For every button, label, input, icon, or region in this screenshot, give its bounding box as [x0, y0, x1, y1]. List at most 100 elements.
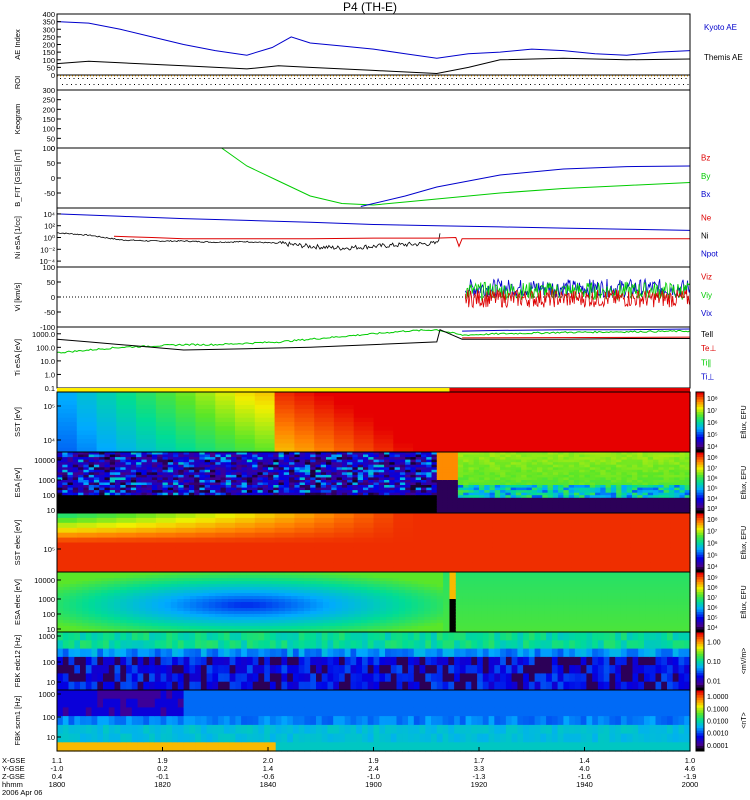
- roi-dot: [345, 84, 347, 85]
- colorbar-label: <nT>: [741, 712, 748, 728]
- colorbar-cell: [696, 675, 704, 679]
- roi-dot: [492, 78, 493, 79]
- colorbar-cell: [696, 449, 704, 453]
- footer-value: 1.7: [474, 756, 484, 765]
- y-tick-label: 50: [47, 134, 55, 143]
- footer-value: -0.6: [262, 772, 275, 781]
- roi-dot: [532, 78, 534, 79]
- roi-dot: [78, 78, 79, 79]
- roi-dot: [231, 78, 232, 79]
- y-tick-label: 100: [42, 125, 55, 134]
- roi-dot: [429, 78, 430, 79]
- roi-dot: [107, 84, 108, 85]
- roi-dot: [541, 78, 543, 79]
- colorbar-cell: [696, 437, 704, 440]
- roi-dot: [204, 78, 205, 79]
- colorbar-label: Eflux, EFU: [741, 585, 748, 618]
- colorbar-cell: [696, 485, 704, 489]
- y-axis-label: Vi [km/s]: [13, 283, 22, 312]
- colorbar-cell: [696, 725, 704, 729]
- roi-dot: [606, 84, 608, 85]
- roi-dot: [546, 78, 547, 79]
- roi-dot: [629, 84, 630, 85]
- legend-kyoto-ae: Kyoto AE: [704, 23, 737, 32]
- colorbar-label: Eflux, EFU: [741, 526, 748, 559]
- roi-dot: [440, 84, 441, 85]
- roi-dot: [638, 84, 639, 85]
- roi-dot: [118, 78, 120, 79]
- roi-dot: [519, 78, 520, 79]
- roi-dot: [381, 84, 383, 85]
- footer-value: -1.9: [684, 772, 697, 781]
- roi-dot: [503, 84, 504, 85]
- roi-dot: [87, 78, 88, 79]
- roi-dot: [548, 84, 549, 85]
- colorbar-cell: [696, 467, 704, 471]
- roi-dot: [433, 78, 435, 79]
- y-axis-label: Ni eSA [1/cc]: [13, 216, 22, 259]
- colorbar-cell: [696, 547, 704, 551]
- roi-dot: [111, 84, 113, 85]
- roi-dot: [647, 84, 648, 85]
- roi-dot: [604, 78, 606, 79]
- roi-dot: [467, 84, 468, 85]
- spectrogram-sst_ion: [57, 392, 691, 453]
- y-tick-label: 150: [42, 115, 55, 124]
- roi-dot: [330, 78, 331, 79]
- roi-dot: [674, 84, 675, 85]
- legend-item: Npot: [701, 249, 719, 258]
- y-tick-label: 50: [47, 63, 55, 72]
- colorbar-cell: [696, 559, 704, 563]
- roi-dot: [366, 78, 367, 79]
- roi-dot: [363, 84, 365, 85]
- roi-dot: [570, 84, 572, 85]
- roi-dot: [683, 84, 684, 85]
- roi-dot: [658, 78, 660, 79]
- colorbar-cell: [696, 624, 704, 628]
- colorbar-cell: [696, 743, 704, 747]
- colorbar-cell: [696, 542, 704, 546]
- colorbar-cell: [696, 490, 704, 494]
- roi-dot: [181, 78, 183, 79]
- roi-dot: [582, 78, 583, 79]
- roi-dot: [687, 84, 689, 85]
- footer-value: -0.1: [156, 772, 169, 781]
- colorbar-cell: [696, 407, 704, 410]
- roi-dot: [334, 78, 336, 79]
- series-line-ThemisAE: [56, 57, 691, 75]
- roi-dot: [557, 84, 558, 85]
- colorbar-cell: [696, 710, 704, 714]
- roi-dot: [64, 78, 66, 79]
- series-line-Ni: [56, 213, 691, 231]
- footer-row-label: 2006 Apr 06: [2, 788, 42, 797]
- colorbar-tick-label: 10⁵: [707, 486, 718, 493]
- roi-dot: [255, 84, 257, 85]
- roi-dot: [512, 84, 513, 85]
- roi-dot: [183, 84, 185, 85]
- colorbar-cell: [696, 544, 704, 548]
- footer-value: 1.0: [685, 756, 695, 765]
- y-tick-label: -50: [44, 189, 55, 198]
- roi-dot: [633, 84, 635, 85]
- colorbar-cell: [696, 569, 704, 573]
- colorbar-cell: [696, 394, 704, 398]
- roi-dot: [636, 78, 637, 79]
- roi-dot: [134, 84, 135, 85]
- roi-dot: [161, 84, 162, 85]
- colorbar-tick-label: 1.0000: [707, 694, 729, 701]
- panel-frame-vi: [56, 266, 691, 328]
- colorbar-tick-label: 10⁸: [707, 517, 718, 524]
- roi-dot: [496, 78, 498, 79]
- y-tick-label: 100: [42, 263, 55, 272]
- colorbar-tick-label: 10⁸: [707, 396, 718, 403]
- roi-dot: [678, 84, 680, 85]
- colorbar-cell: [696, 469, 704, 473]
- roi-dot: [460, 78, 462, 79]
- y-axis-label: SST elec [eV]: [13, 520, 22, 566]
- roi-dot: [485, 84, 486, 85]
- roi-dot: [93, 84, 95, 85]
- y-tick-label: 0: [51, 293, 55, 302]
- colorbar-cell: [696, 577, 704, 580]
- colorbar-cell: [696, 477, 704, 481]
